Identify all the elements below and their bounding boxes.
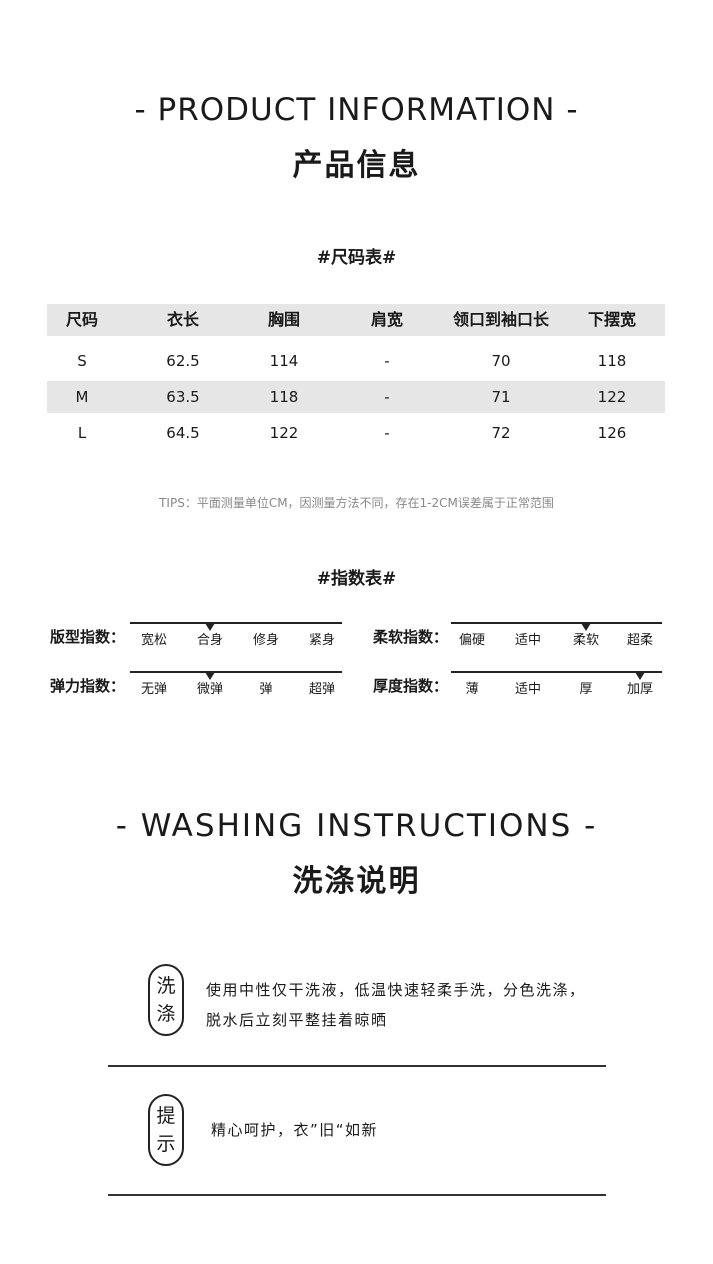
selected-marker-icon [205,672,215,680]
index-scale-line [130,622,342,624]
index-option: 合身 [196,633,224,648]
washing-title-en: - WASHING INSTRUCTIONS - [115,808,598,844]
index-label: 柔软指数： [373,628,449,646]
table-cell: 114 [269,352,299,370]
badge-char: 提 [156,1105,176,1127]
table-cell: 122 [269,424,299,442]
header-cell: 领口到袖口长 [452,310,550,329]
header-cell: 尺码 [65,310,99,329]
product-title-en: - PRODUCT INFORMATION - [134,92,579,128]
size-table-title: #尺码表# [316,248,397,268]
table-cell: 126 [597,424,627,442]
index-label: 版型指数： [50,628,126,646]
wash-text: 使用中性仅干洗液，低温快速轻柔手洗，分色洗涤， 脱水后立刻平整挂着晾晒 [206,975,586,1035]
wash-line: 使用中性仅干洗液，低温快速轻柔手洗，分色洗涤， [206,981,586,999]
selected-marker-icon [635,672,645,680]
tip-text: 精心呵护，衣”旧“如新 [211,1115,378,1145]
table-cell: 70 [491,352,511,370]
index-option: 超柔 [626,633,654,648]
selected-marker-icon [205,623,215,631]
index-option: 弹 [259,682,273,697]
index-option: 无弹 [140,682,168,697]
index-option: 薄 [465,682,479,697]
tip-line: 精心呵护，衣”旧“如新 [211,1121,379,1139]
index-option: 修身 [252,633,280,648]
table-cell: 63.5 [166,388,200,406]
index-scale-line [451,622,662,624]
index-label: 厚度指数： [373,677,449,695]
index-option: 柔软 [572,633,600,648]
table-cell: 64.5 [166,424,200,442]
divider [108,1065,606,1067]
badge-char: 涤 [156,1003,176,1025]
index-option: 超弹 [308,682,336,697]
table-row: L 64.5 122 - 72 126 [47,417,665,449]
index-option: 宽松 [140,633,168,648]
index-scale-line [130,671,342,673]
washing-title-cn: 洗涤说明 [292,864,421,899]
table-cell: 62.5 [166,352,200,370]
index-table-title: #指数表# [316,569,397,589]
index-option: 紧身 [308,633,336,648]
index-scale-line [451,671,662,673]
wash-line: 脱水后立刻平整挂着晾晒 [206,1011,388,1029]
index-option: 偏硬 [458,633,486,648]
selected-marker-icon [581,623,591,631]
table-row: M 63.5 118 - 71 122 [47,381,665,413]
index-option: 适中 [514,633,542,648]
badge-char: 洗 [156,975,176,997]
table-cell: L [77,424,87,442]
divider [108,1194,606,1196]
index-option: 加厚 [626,682,654,697]
table-cell: M [75,388,89,406]
wash-badge: 洗 涤 [148,964,184,1036]
table-cell: 122 [597,388,627,406]
product-title-cn: 产品信息 [292,148,421,183]
table-cell: - [384,388,390,406]
tips-text: TIPS：平面测量单位CM，因测量方法不同，存在1-2CM误差属于正常范围 [159,496,554,510]
index-option: 厚 [579,682,593,697]
table-cell: 118 [269,388,299,406]
table-cell: 118 [597,352,627,370]
tip-badge: 提 示 [148,1094,184,1166]
table-cell: S [77,352,87,370]
header-cell: 衣长 [166,310,200,329]
header-cell: 胸围 [267,310,301,329]
badge-char: 示 [156,1133,176,1155]
header-cell: 下摆宽 [587,310,637,329]
index-option: 微弹 [196,682,224,697]
table-row: S 62.5 114 - 70 118 [47,345,665,377]
table-cell: 72 [491,424,511,442]
table-header: 尺码 衣长 胸围 肩宽 领口到袖口长 下摆宽 [47,304,665,336]
table-cell: 71 [491,388,511,406]
header-cell: 肩宽 [370,310,404,329]
index-label: 弹力指数： [50,677,126,695]
table-cell: - [384,424,390,442]
index-option: 适中 [514,682,542,697]
table-cell: - [384,352,390,370]
